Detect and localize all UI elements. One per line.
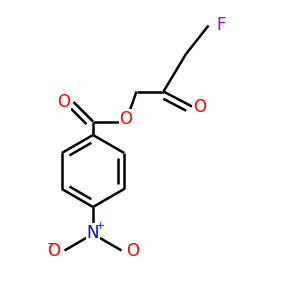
- Text: O: O: [119, 110, 133, 128]
- Text: F: F: [216, 16, 226, 34]
- Text: O: O: [47, 242, 60, 260]
- Text: O: O: [126, 242, 139, 260]
- Text: O: O: [58, 93, 70, 111]
- Text: +: +: [96, 220, 105, 231]
- Text: −: −: [47, 238, 57, 251]
- Text: N: N: [87, 224, 99, 242]
- Text: O: O: [193, 98, 206, 116]
